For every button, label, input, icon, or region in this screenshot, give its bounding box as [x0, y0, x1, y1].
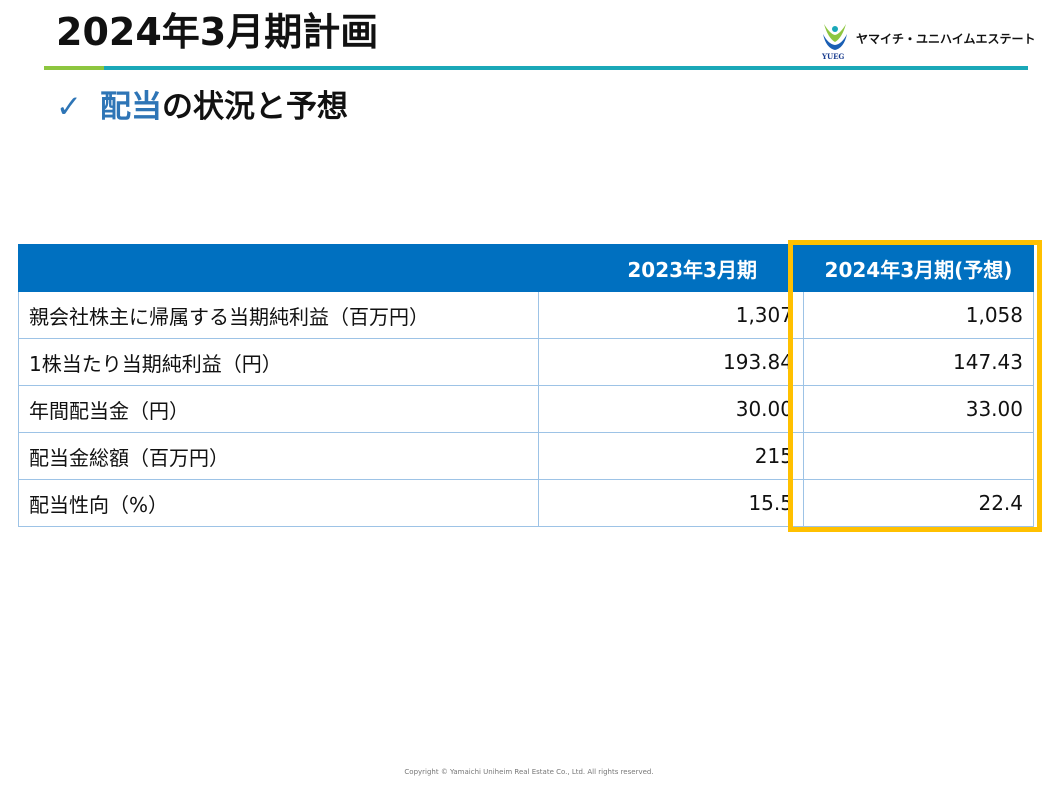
- section-heading-accent: 配当: [99, 89, 162, 125]
- row-label: 年間配当金（円）: [17, 385, 540, 433]
- underline-green-segment: [44, 66, 104, 70]
- table-header-fy2024: 2024年3月期(予想): [802, 244, 1035, 292]
- row-value-fy2024: 33.00: [802, 385, 1035, 433]
- logo-mark-icon: [823, 24, 847, 50]
- section-heading: ✓ 配当の状況と予想: [56, 84, 348, 130]
- logo-company-name: ヤマイチ・ユニハイムエステート: [856, 32, 1036, 46]
- row-label: 配当金総額（百万円）: [17, 432, 540, 480]
- row-label: 1株当たり当期純利益（円）: [17, 338, 540, 386]
- row-value-fy2024: 22.4: [802, 479, 1035, 527]
- check-icon: ✓: [56, 89, 82, 125]
- table-row: 1株当たり当期純利益（円） 193.84 147.43: [17, 338, 1035, 386]
- row-value-fy2024: 1,058: [802, 291, 1035, 339]
- table-header-fy2023: 2023年3月期: [538, 244, 804, 292]
- row-value-fy2023: 15.5: [538, 479, 804, 527]
- table-header-row: 2023年3月期 2024年3月期(予想): [17, 244, 1035, 292]
- table-row: 配当金総額（百万円） 215: [17, 432, 1035, 480]
- dividend-table: 2023年3月期 2024年3月期(予想) 親会社株主に帰属する当期純利益（百万…: [17, 244, 1035, 527]
- row-value-fy2024: 147.43: [802, 338, 1035, 386]
- page-title: 2024年3月期計画: [56, 10, 379, 54]
- row-value-fy2023: 215: [538, 432, 804, 480]
- row-value-fy2024: [802, 432, 1035, 480]
- section-heading-rest: の状況と予想: [161, 89, 348, 125]
- underline-teal-segment: [104, 66, 1028, 70]
- title-underline: [44, 66, 1028, 70]
- table-header-label: [17, 244, 540, 292]
- table-row: 年間配当金（円） 30.00 33.00: [17, 385, 1035, 433]
- copyright-footer: Copyright © Yamaichi Uniheim Real Estate…: [404, 768, 654, 776]
- row-value-fy2023: 193.84: [538, 338, 804, 386]
- row-label: 配当性向（%）: [17, 479, 540, 527]
- logo-sub-text: YUEG: [822, 52, 845, 61]
- row-label: 親会社株主に帰属する当期純利益（百万円）: [17, 291, 540, 339]
- company-logo: YUEG ヤマイチ・ユニハイムエステート: [820, 20, 1040, 62]
- table-row: 親会社株主に帰属する当期純利益（百万円） 1,307 1,058: [17, 291, 1035, 339]
- table-row: 配当性向（%） 15.5 22.4: [17, 479, 1035, 527]
- row-value-fy2023: 30.00: [538, 385, 804, 433]
- row-value-fy2023: 1,307: [538, 291, 804, 339]
